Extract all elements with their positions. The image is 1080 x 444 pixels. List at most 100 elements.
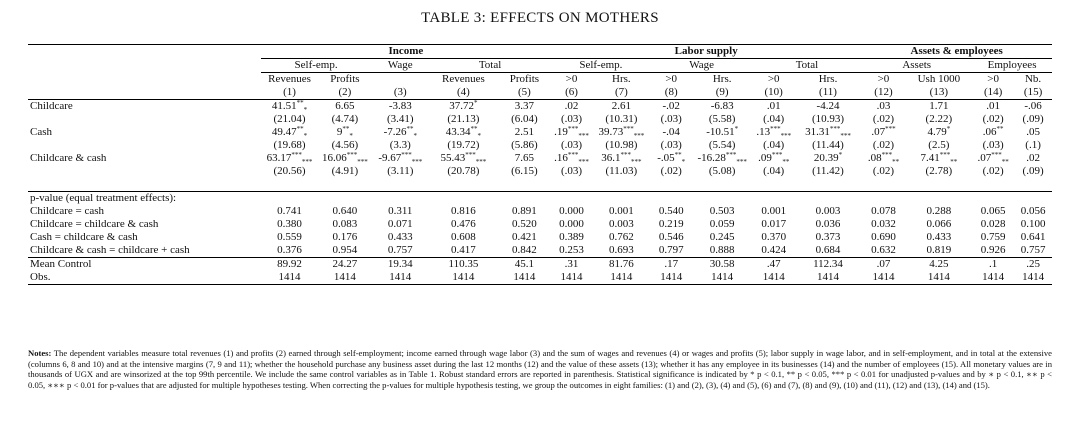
row-label: Obs.	[28, 271, 261, 285]
pvalue-cell: 0.757	[1020, 244, 1046, 256]
pvalue-cell: 0.954	[332, 244, 358, 256]
header-blank	[28, 86, 261, 100]
variable-label: Profits	[330, 73, 360, 85]
pvalue-cell: 0.797	[658, 244, 684, 256]
coef-cell: 1.71	[906, 100, 972, 114]
pvalue-cell: 0.001	[761, 205, 787, 217]
se-cell: (5.54)	[708, 139, 736, 151]
variable-label: Hrs.	[612, 73, 631, 85]
summary-cell: 24.27	[318, 257, 372, 271]
coef-cell: .09*****	[753, 152, 795, 166]
significance-stars: ***	[881, 151, 893, 159]
coef-value: 55.43	[440, 152, 466, 164]
coef-cell: 2.51	[498, 126, 551, 139]
pvalue-cell: 0.421	[512, 231, 537, 243]
header-blank	[28, 73, 261, 87]
significance-stars: **	[470, 125, 478, 133]
coef-value: 2.51	[514, 126, 535, 138]
pvalue-cell: 0.376	[277, 244, 302, 256]
coef-value: 49.47	[271, 126, 297, 138]
pvalue-header: p-value (equal treatment effects):	[30, 192, 177, 204]
coef-value: 7.41	[920, 152, 940, 164]
row-label-blank	[28, 113, 261, 126]
column-number: (5)	[497, 86, 552, 100]
separator	[28, 178, 1052, 192]
se-cell: (.04)	[763, 165, 785, 177]
row-label: Cash	[30, 126, 52, 138]
subgroup-header: Wage	[650, 58, 753, 73]
significance-stars: ***	[291, 151, 302, 159]
coef-cell: .08*****	[861, 151, 905, 166]
summary-cell: .31	[551, 257, 592, 271]
pvalue-cell: 0.003	[815, 205, 841, 217]
coef-value: 6.65	[335, 100, 355, 112]
coef-value: -7.26	[383, 126, 407, 138]
pvalue-cell: 0.176	[332, 231, 358, 243]
column-number: (6)	[551, 86, 592, 100]
se-cell: (.03)	[560, 139, 583, 151]
coef-cell: .03	[861, 100, 905, 114]
summary-cell: 112.34	[794, 257, 862, 271]
pvalue-cell: 0.816	[451, 205, 476, 217]
coef-cell: 63.17******	[261, 151, 319, 166]
column-number: (9)	[691, 86, 753, 100]
column-number: (13)	[905, 86, 973, 100]
coef-value: .16	[554, 152, 568, 164]
pvalue-cell: 0.546	[658, 231, 684, 243]
coef-value: .19	[554, 126, 568, 138]
pvalue-cell: 0.693	[608, 244, 634, 256]
coef-cell: -4.24	[795, 100, 862, 114]
se-cell: (6.15)	[511, 165, 538, 177]
coef-cell: .01	[972, 100, 1014, 114]
summary-cell: 1414	[371, 271, 430, 285]
subgroup-header: Total	[752, 58, 862, 73]
variable-label: Hrs.	[712, 73, 732, 85]
se-cell: (2.78)	[925, 165, 953, 177]
coef-value: 41.51	[271, 100, 297, 112]
se-cell: (3.41)	[386, 113, 414, 125]
coef-cell: .05	[1014, 126, 1052, 139]
adjusted-stars: ***	[357, 158, 368, 167]
subgroup-header: Assets	[861, 58, 973, 73]
coef-value: -.06	[1024, 100, 1042, 112]
adjusted-stars: **	[1001, 158, 1009, 167]
significance-stars: *	[946, 125, 951, 133]
significance-stars: **	[296, 99, 304, 107]
adjusted-stars: ***	[411, 158, 423, 167]
adjusted-stars: *	[413, 132, 417, 141]
pvalue-cell: 0.520	[512, 218, 537, 230]
pvalue-cell: 0.503	[709, 205, 735, 217]
se-cell: (.09)	[1022, 165, 1044, 177]
pvalue-cell: 0.762	[608, 231, 634, 243]
group-header: Labor supply	[551, 44, 862, 59]
summary-cell: .47	[752, 257, 795, 271]
variable-label: >0	[987, 73, 999, 85]
summary-cell: 1414	[861, 271, 906, 285]
coef-value: -16.28	[697, 152, 726, 164]
coef-value: 43.34	[445, 126, 471, 138]
adjusted-stars: ***	[578, 158, 589, 167]
coef-cell: .07***	[861, 126, 905, 139]
coef-cell: .19******	[551, 125, 592, 140]
coef-cell: 49.47***	[261, 126, 319, 140]
variable-label: Ush 1000	[917, 73, 961, 85]
notes-text: The dependent variables measure total re…	[28, 348, 1052, 390]
variable-label	[371, 73, 429, 87]
coef-value: 9	[336, 126, 343, 138]
coef-value: 36.1	[601, 152, 621, 164]
pvalue-cell: 0.288	[926, 205, 952, 217]
subgroup-header: Total	[429, 58, 552, 73]
coef-value: 63.17	[266, 152, 292, 164]
significance-stars: ***	[567, 125, 579, 133]
pvalue-cell: 0.757	[387, 244, 413, 256]
adjusted-stars: ***	[840, 132, 851, 141]
coef-cell: 55.43******	[429, 152, 498, 166]
se-cell: (11.42)	[812, 165, 844, 177]
pvalue-cell: 0.253	[559, 244, 584, 256]
coef-value: 7.65	[514, 152, 535, 164]
coef-value: .03	[876, 100, 891, 112]
subgroup-header: Employees	[972, 58, 1052, 73]
coef-cell: -3.83	[371, 100, 429, 114]
adjusted-stars: *	[681, 158, 686, 167]
coef-cell: 6.65	[318, 100, 371, 114]
